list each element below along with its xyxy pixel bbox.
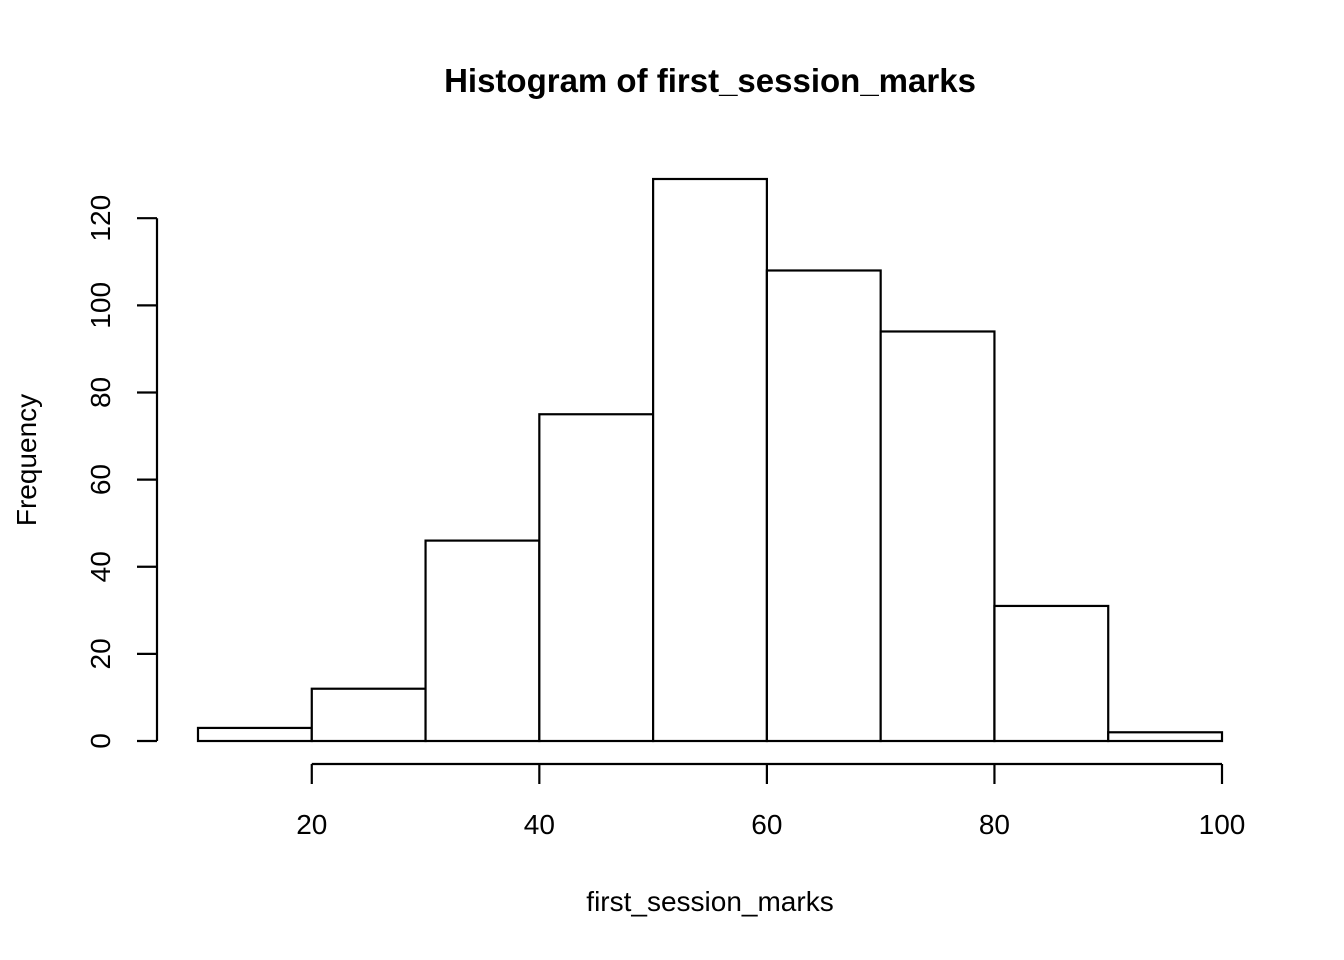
x-axis: 20 40 60 80 100	[296, 762, 1246, 840]
histogram-bar-1	[196, 726, 313, 743]
x-axis-label: first_session_marks	[586, 886, 833, 917]
y-tick-label: 120	[85, 195, 116, 242]
histogram-bar-4	[538, 413, 655, 743]
histogram-bar-3	[424, 539, 541, 743]
histogram-bar-5	[652, 177, 768, 743]
y-tick-label: 20	[85, 638, 116, 669]
x-tick-label: 80	[979, 809, 1010, 840]
histogram-bar-9	[1107, 731, 1224, 743]
bars-group	[196, 177, 1224, 743]
x-tick-label: 40	[524, 809, 555, 840]
histogram-bar-8	[993, 604, 1110, 743]
x-tick-label: 100	[1199, 809, 1246, 840]
chart-title: Histogram of first_session_marks	[444, 62, 976, 99]
histogram-bar-6	[765, 269, 882, 743]
y-tick-label: 80	[85, 377, 116, 408]
y-axis: 0 20 40 60 80 100 120	[85, 195, 159, 749]
x-tick-label: 60	[751, 809, 782, 840]
y-tick-label: 40	[85, 551, 116, 582]
y-tick-label: 100	[85, 282, 116, 329]
histogram-bar-7	[879, 330, 996, 743]
x-tick-label: 20	[296, 809, 327, 840]
y-tick-label: 0	[85, 733, 116, 749]
y-axis-label: Frequency	[11, 394, 42, 526]
y-tick-label: 60	[85, 464, 116, 495]
histogram-bar-2	[310, 687, 427, 743]
